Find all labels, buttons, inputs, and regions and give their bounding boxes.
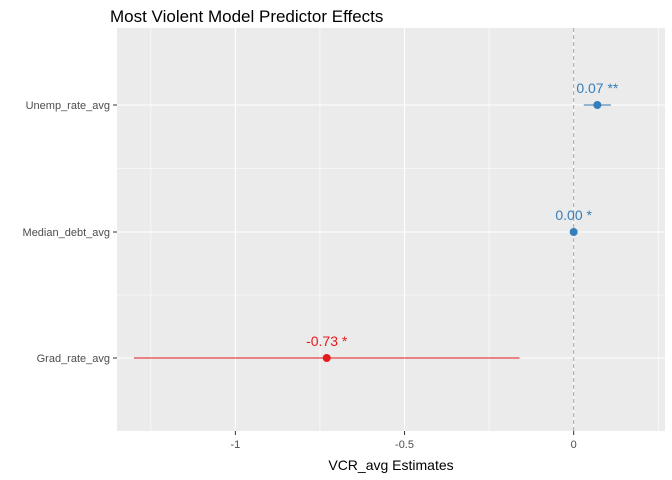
x-tick-label: -1: [231, 439, 241, 451]
chart-title: Most Violent Model Predictor Effects: [110, 7, 383, 26]
estimate-point: [593, 101, 602, 109]
x-axis-title: VCR_avg Estimates: [328, 457, 453, 473]
estimate-label: 0.00 *: [555, 207, 592, 223]
y-tick-label: Grad_rate_avg: [37, 353, 110, 365]
estimate-label: 0.07 **: [576, 80, 619, 96]
x-tick-label: -0.5: [395, 439, 414, 451]
estimate-points: 0.07 ** 0.00 * -0.73 *: [133, 80, 619, 362]
x-tick-label: 0: [571, 439, 577, 451]
y-axis: Unemp_rate_avg Median_debt_avg Grad_rate_a…: [23, 100, 117, 365]
estimate-label: -0.73 *: [306, 333, 348, 349]
y-tick-label: Unemp_rate_avg: [26, 100, 110, 112]
y-tick-label: Median_debt_avg: [23, 227, 110, 239]
x-axis: -1 -0.5 0: [231, 431, 577, 451]
estimate-point: [569, 228, 578, 236]
estimate-point: [322, 354, 331, 362]
